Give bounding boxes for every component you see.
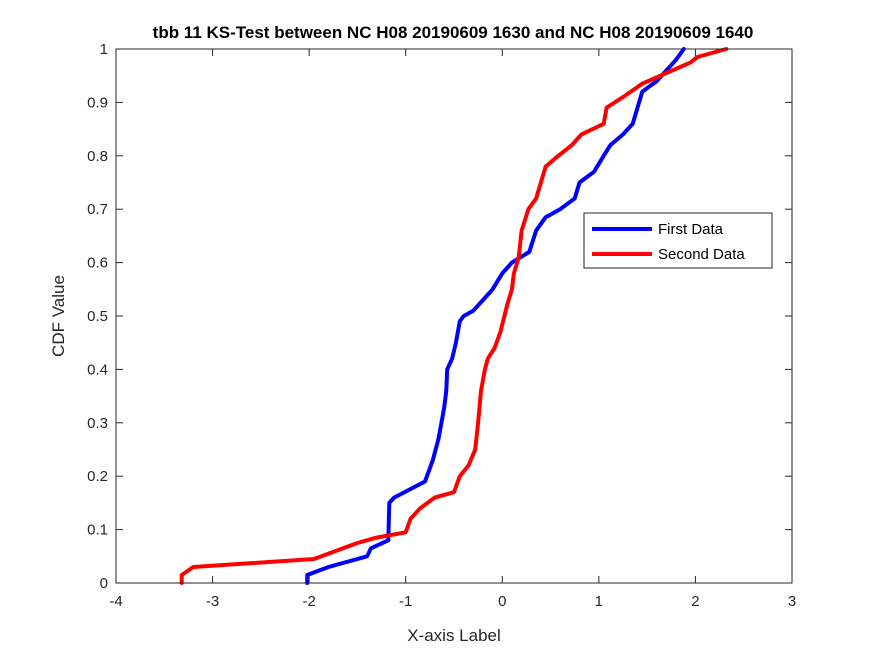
y-tick-label: 0.3 (87, 415, 108, 432)
legend: First Data Second Data (583, 212, 773, 269)
y-tick-label: 0.5 (87, 308, 108, 325)
y-tick-label: 0.1 (87, 522, 108, 539)
x-tick-label: -4 (109, 593, 122, 610)
y-axis: 0 0.1 0.2 0.3 0.4 0.5 0.6 0.7 0.8 0.9 1 (87, 41, 792, 592)
legend-box (583, 212, 773, 269)
series-layer (179, 47, 729, 585)
x-tick-label: -3 (206, 593, 219, 610)
x-tick-label: 0 (498, 593, 506, 610)
y-tick-label: 1 (100, 41, 108, 58)
legend-label-second-data: Second Data (658, 246, 745, 263)
x-tick-label: 1 (595, 593, 603, 610)
y-tick-label: 0 (100, 575, 108, 592)
y-tick-label: 0.8 (87, 148, 108, 165)
series-line-first-data (305, 47, 686, 585)
y-tick-label: 0.7 (87, 201, 108, 218)
x-tick-label: -1 (399, 593, 412, 610)
x-axis: -4 -3 -2 -1 0 1 2 3 (109, 49, 796, 610)
x-tick-label: 3 (788, 593, 796, 610)
legend-label-first-data: First Data (658, 221, 724, 238)
series-line-second-data (179, 47, 729, 585)
x-tick-label: -2 (302, 593, 315, 610)
x-tick-label: 2 (691, 593, 699, 610)
y-axis-label: CDF Value (49, 275, 68, 357)
plot-area (116, 49, 792, 583)
y-tick-label: 0.2 (87, 468, 108, 485)
y-tick-label: 0.9 (87, 94, 108, 111)
chart-title: tbb 11 KS-Test between NC H08 20190609 1… (153, 23, 754, 42)
y-tick-label: 0.6 (87, 255, 108, 272)
y-tick-label: 0.4 (87, 361, 108, 378)
x-axis-label: X-axis Label (407, 626, 501, 645)
